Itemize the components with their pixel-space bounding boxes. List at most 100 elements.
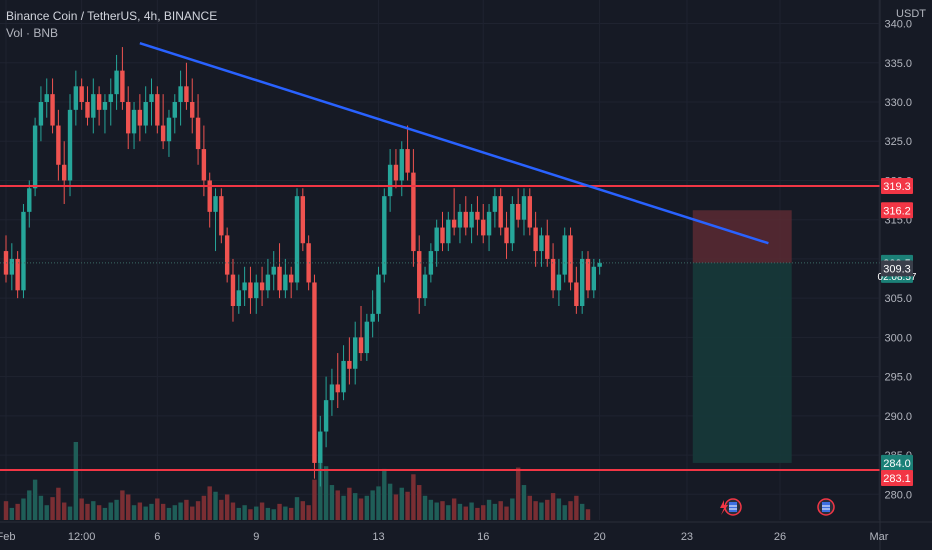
volume-bar [306, 505, 311, 520]
volume-bar [335, 490, 340, 520]
volume-bar [417, 485, 422, 520]
volume-bar [498, 501, 503, 520]
volume-indicator-label[interactable]: Vol · BNB [6, 26, 59, 40]
volume-bar [242, 505, 247, 520]
stop-loss-zone [692, 210, 792, 263]
symbol-title[interactable]: Binance Coin / TetherUS, 4h, BINANCE [6, 9, 218, 23]
volume-bar [510, 498, 515, 520]
candle-body [160, 125, 166, 142]
candle-body [556, 274, 562, 291]
candle-body [219, 196, 224, 236]
volume-bar [50, 497, 55, 520]
volume-bar [85, 503, 90, 520]
candle-body [271, 266, 276, 275]
candle-body [265, 274, 271, 291]
volume-bar [533, 501, 538, 520]
candle-body [591, 266, 597, 291]
price-label-tag [881, 469, 913, 486]
volume-bar [556, 498, 562, 520]
candle-body [67, 109, 73, 181]
volume-bar [201, 495, 207, 520]
chart-legend: Binance Coin / TetherUS, 4h, BINANCE Vol… [6, 8, 217, 42]
candle-body [96, 94, 102, 110]
volume-bar [475, 507, 480, 520]
x-tick-label: 12:00 [68, 531, 96, 543]
volume-bar [446, 505, 451, 520]
y-tick-label: 290.0 [884, 411, 912, 423]
volume-bar [219, 499, 224, 520]
take-profit-zone [692, 262, 792, 463]
candle-body [143, 102, 148, 126]
y-tick-label: 340.0 [884, 19, 912, 31]
candle-body [242, 282, 247, 291]
x-tick-label: 16 [477, 531, 489, 543]
volume-bar [254, 506, 259, 520]
volume-bar [347, 487, 352, 520]
volume-bar [405, 491, 410, 520]
currency-label[interactable]: USDT [896, 8, 926, 20]
volume-bar [358, 498, 364, 520]
volume-bar [137, 502, 143, 520]
candle-body [126, 102, 131, 134]
x-tick-label: Feb [0, 531, 15, 543]
volume-bar [27, 490, 32, 520]
volume-bar [102, 507, 108, 520]
y-tick-label: 295.0 [884, 372, 912, 384]
volume-bar [56, 487, 61, 520]
candle-body [475, 211, 480, 220]
volume-bar [364, 495, 370, 520]
candle-body [288, 274, 294, 283]
volume-bar [568, 501, 573, 520]
candle-body [446, 219, 451, 244]
volume-bar [32, 479, 38, 520]
x-tick-label: 23 [681, 531, 693, 543]
candle-body [382, 196, 387, 275]
candle-body [399, 149, 404, 181]
candle-body [15, 258, 20, 291]
candle-body [73, 86, 79, 110]
candle-body [38, 102, 44, 126]
us-event-flag-icon [817, 498, 835, 516]
price-label-tag [881, 260, 913, 277]
volume-bar [434, 502, 439, 520]
volume-bar [486, 499, 492, 520]
volume-bar [329, 485, 335, 520]
x-tick-label: 9 [253, 531, 259, 543]
candle-body [32, 125, 38, 189]
volume-bar [143, 506, 148, 520]
candle-body [550, 258, 556, 291]
volume-bar [469, 502, 474, 520]
candle-body [27, 188, 32, 212]
volume-bar [574, 495, 579, 520]
candle-body [213, 196, 218, 212]
candle-body [50, 94, 55, 126]
y-tick-label: 280.0 [884, 489, 912, 501]
candle-body [463, 211, 468, 228]
volume-bar [428, 499, 434, 520]
volume-bar [393, 494, 399, 520]
candle-body [451, 219, 457, 228]
trend-line [139, 41, 769, 245]
volume-bar [166, 507, 172, 520]
volume-bar [288, 507, 294, 520]
candle-body [207, 180, 212, 212]
us-event-flag-icon [724, 498, 742, 516]
volume-bar [492, 503, 498, 520]
candle-body [120, 70, 125, 102]
candle-body [405, 149, 410, 173]
candle-body [254, 282, 259, 299]
candle-body [184, 86, 189, 102]
volume-bar [283, 506, 288, 520]
candle-body [108, 94, 113, 102]
candle-body [510, 204, 515, 244]
volume-bar [195, 501, 201, 520]
candle-body [62, 164, 67, 181]
candle-body [515, 204, 521, 220]
volume-bar [370, 490, 375, 520]
volume-bar [230, 502, 236, 520]
candle-body [574, 282, 579, 306]
candle-body [597, 262, 602, 267]
y-tick-label: 300.0 [884, 332, 912, 344]
